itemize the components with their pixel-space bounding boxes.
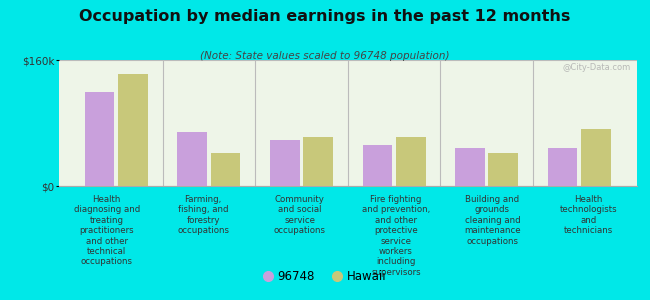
Bar [363,145,392,186]
Bar [396,137,426,186]
Bar [118,74,148,186]
Bar [211,153,240,186]
Text: Fire fighting
and prevention,
and other
protective
service
workers
including
sup: Fire fighting and prevention, and other … [362,195,430,277]
Bar [455,148,485,186]
Bar [548,148,577,186]
Text: @City-Data.com: @City-Data.com [563,62,631,71]
Bar [84,92,114,186]
Text: Health
technologists
and
technicians: Health technologists and technicians [560,195,617,235]
Text: Farming,
fishing, and
forestry
occupations: Farming, fishing, and forestry occupatio… [177,195,229,235]
Bar [177,132,207,186]
Bar [489,153,518,186]
Bar [270,140,300,186]
Text: Health
diagnosing and
treating
practitioners
and other
technical
occupations: Health diagnosing and treating practitio… [73,195,140,266]
Bar [304,137,333,186]
Text: (Note: State values scaled to 96748 population): (Note: State values scaled to 96748 popu… [200,51,450,61]
Legend: 96748, Hawaii: 96748, Hawaii [259,266,391,288]
Text: Building and
grounds
cleaning and
maintenance
occupations: Building and grounds cleaning and mainte… [464,195,521,246]
Text: Occupation by median earnings in the past 12 months: Occupation by median earnings in the pas… [79,9,571,24]
Bar [581,129,611,186]
Text: Community
and social
service
occupations: Community and social service occupations [274,195,326,235]
